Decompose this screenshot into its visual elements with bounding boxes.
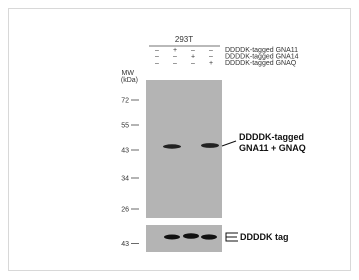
- band: [164, 235, 180, 240]
- sign: –: [191, 60, 195, 67]
- band: [183, 233, 199, 239]
- cell-line: 293T: [175, 35, 193, 44]
- page: 293T –+––DDDDK-tagged GNA11––+–DDDDK-tag…: [0, 0, 359, 280]
- marker-label: 34: [121, 176, 129, 183]
- marker-label: 26: [121, 207, 129, 214]
- figure: 293T –+––DDDDK-tagged GNA11––+–DDDDK-tag…: [0, 0, 359, 280]
- sign: +: [209, 60, 213, 67]
- condition-label: DDDDK-tagged GNAQ: [225, 60, 297, 67]
- marker-label: 43: [121, 241, 129, 248]
- lower-annotation: DDDDK tag: [240, 232, 289, 242]
- marker-label: 72: [121, 98, 129, 105]
- marker-label: 55: [121, 123, 129, 130]
- main-annotation: DDDDK-tagged: [239, 132, 304, 142]
- mw-unit: (kDa): [121, 77, 138, 84]
- sign: –: [173, 60, 177, 67]
- main-annotation: GNA11 + GNAQ: [239, 143, 306, 153]
- blot-main: [146, 80, 222, 218]
- band: [163, 144, 181, 148]
- mw-title: MW: [122, 70, 135, 77]
- band: [201, 143, 219, 148]
- marker-label: 43: [121, 148, 129, 155]
- conditions: –+––DDDDK-tagged GNA11––+–DDDDK-tagged G…: [155, 47, 299, 67]
- band: [201, 234, 217, 239]
- sign: –: [155, 60, 159, 67]
